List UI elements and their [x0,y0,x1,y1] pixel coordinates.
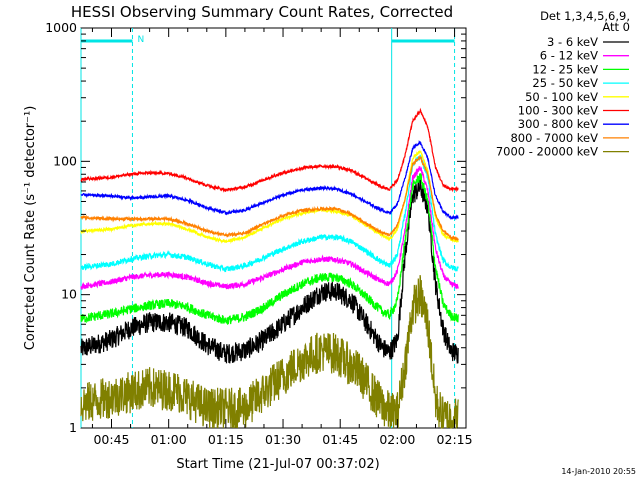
legend-label: 7000 - 20000 keV [496,145,598,159]
chart-title: HESSI Observing Summary Count Rates, Cor… [71,3,453,21]
legend-label: 12 - 25 keV [532,62,598,76]
series-line-6-12-kev [80,165,459,290]
legend-label: 6 - 12 keV [540,49,598,63]
y-tick-label: 10 [61,287,77,302]
legend-label: 3 - 6 keV [547,35,598,49]
x-tick-label: 01:00 [151,432,187,447]
y-tick-label: 100 [53,153,77,168]
y-tick-label: 1 [69,420,77,435]
series-line-12-25-kev [80,173,459,325]
x-tick-label: 00:45 [93,432,129,447]
series-line-800-7000-kev [80,155,459,242]
series-line-300-800-kev [80,139,459,221]
series-line-3-6-kev [80,176,459,364]
plot-area: N [80,27,467,429]
x-tick-label: 01:45 [322,432,358,447]
series-line-50-100-kev [80,150,459,245]
legend-header: Det 1,3,4,5,6,9, [540,9,630,23]
x-axis-label: Start Time (21-Jul-07 00:37:02) [176,457,379,472]
series-line-25-50-kev [80,154,459,273]
x-axis: 00:45 01:00 01:15 01:30 01:45 02:00 02:15 [91,28,473,447]
legend-header: Att 0 [602,20,630,34]
x-tick-label: 02:00 [379,432,415,447]
y-axis: 1 10 100 1000 [45,20,466,435]
legend-label: 50 - 100 keV [525,90,598,104]
legend-label: 300 - 800 keV [518,117,598,131]
legend-label: 25 - 50 keV [532,76,598,90]
series-line-7000-20000-kev [80,275,459,429]
legend-label: 100 - 300 keV [518,104,598,118]
top-annotation: N [137,35,144,45]
x-tick-label: 02:15 [437,432,473,447]
legend-label: 800 - 7000 keV [510,131,598,145]
x-tick-label: 01:15 [208,432,244,447]
y-tick-label: 1000 [45,20,77,35]
series-line-100-300-kev [80,107,459,193]
y-axis-label: Corrected Count Rate (s⁻¹ detector⁻¹) [23,106,38,351]
x-tick-label: 01:30 [265,432,301,447]
timestamp: 14-Jan-2010 20:55 [561,467,636,476]
